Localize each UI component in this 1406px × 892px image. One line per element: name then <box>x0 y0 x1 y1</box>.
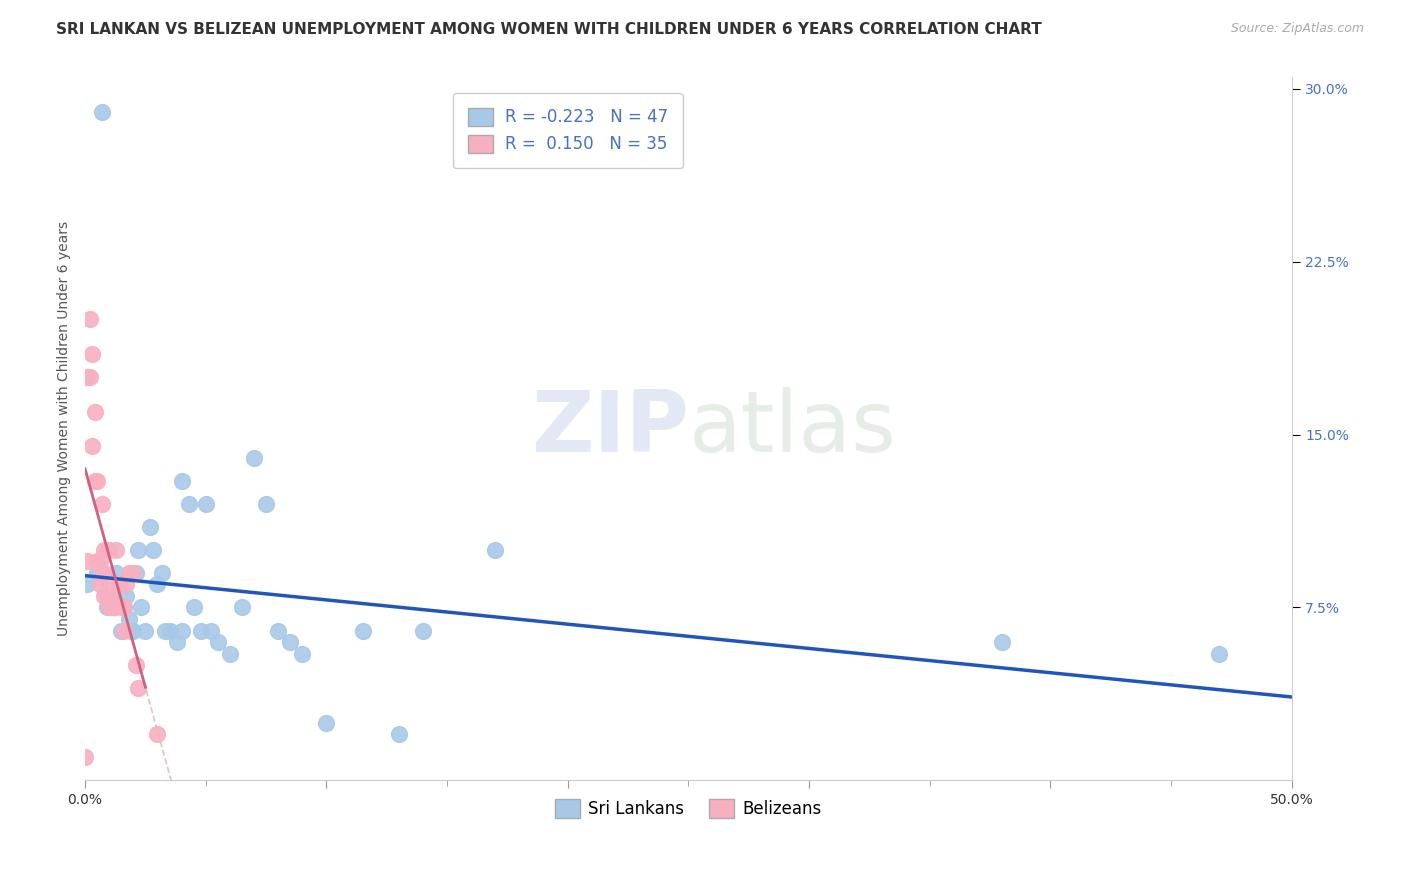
Point <box>125 566 148 580</box>
Point <box>103 600 125 615</box>
Point <box>150 566 173 580</box>
Point <box>1208 647 1230 661</box>
Point <box>103 600 125 615</box>
Point <box>110 624 132 638</box>
Point <box>115 589 138 603</box>
Point <box>83 404 105 418</box>
Point <box>120 624 142 638</box>
Point <box>315 715 337 730</box>
Point <box>117 566 139 580</box>
Point <box>105 542 128 557</box>
Point <box>190 624 212 638</box>
Point <box>115 577 138 591</box>
Point <box>991 635 1014 649</box>
Point <box>86 566 108 580</box>
Point <box>153 624 176 638</box>
Point <box>89 577 111 591</box>
Point <box>83 474 105 488</box>
Point <box>79 312 101 326</box>
Point <box>166 635 188 649</box>
Point <box>125 658 148 673</box>
Point <box>105 566 128 580</box>
Point <box>112 600 135 615</box>
Point <box>100 589 122 603</box>
Point <box>122 566 145 580</box>
Point <box>218 647 240 661</box>
Point <box>91 105 114 120</box>
Point <box>112 624 135 638</box>
Point <box>96 589 118 603</box>
Point <box>207 635 229 649</box>
Point <box>139 520 162 534</box>
Point <box>183 600 205 615</box>
Point <box>278 635 301 649</box>
Point <box>76 370 98 384</box>
Point <box>86 554 108 568</box>
Point <box>112 600 135 615</box>
Point <box>267 624 290 638</box>
Point <box>129 600 152 615</box>
Point <box>93 589 115 603</box>
Point <box>93 542 115 557</box>
Point <box>388 727 411 741</box>
Point <box>117 612 139 626</box>
Point <box>96 600 118 615</box>
Point <box>82 439 104 453</box>
Point <box>98 600 121 615</box>
Point <box>291 647 314 661</box>
Point <box>194 497 217 511</box>
Point <box>91 566 114 580</box>
Point <box>200 624 222 638</box>
Point <box>352 624 374 638</box>
Point <box>177 497 200 511</box>
Point <box>231 600 253 615</box>
Point <box>98 542 121 557</box>
Point <box>86 474 108 488</box>
Text: atlas: atlas <box>689 387 897 470</box>
Point <box>170 624 193 638</box>
Point <box>76 554 98 568</box>
Point <box>98 577 121 591</box>
Point <box>170 474 193 488</box>
Y-axis label: Unemployment Among Women with Children Under 6 years: Unemployment Among Women with Children U… <box>58 221 72 636</box>
Point <box>93 566 115 580</box>
Point <box>146 727 169 741</box>
Point <box>75 750 97 764</box>
Point <box>134 624 156 638</box>
Point <box>100 589 122 603</box>
Point <box>82 347 104 361</box>
Point <box>146 577 169 591</box>
Point <box>243 450 266 465</box>
Point <box>484 542 506 557</box>
Text: ZIP: ZIP <box>530 387 689 470</box>
Legend: Sri Lankans, Belizeans: Sri Lankans, Belizeans <box>548 793 828 825</box>
Point <box>76 577 98 591</box>
Text: SRI LANKAN VS BELIZEAN UNEMPLOYMENT AMONG WOMEN WITH CHILDREN UNDER 6 YEARS CORR: SRI LANKAN VS BELIZEAN UNEMPLOYMENT AMON… <box>56 22 1042 37</box>
Text: Source: ZipAtlas.com: Source: ZipAtlas.com <box>1230 22 1364 36</box>
Point <box>108 577 131 591</box>
Point <box>122 624 145 638</box>
Point <box>254 497 277 511</box>
Point <box>89 554 111 568</box>
Point <box>142 542 165 557</box>
Point <box>127 542 149 557</box>
Point <box>110 600 132 615</box>
Point <box>159 624 181 638</box>
Point <box>127 681 149 695</box>
Point <box>96 542 118 557</box>
Point <box>79 370 101 384</box>
Point <box>91 497 114 511</box>
Point <box>412 624 434 638</box>
